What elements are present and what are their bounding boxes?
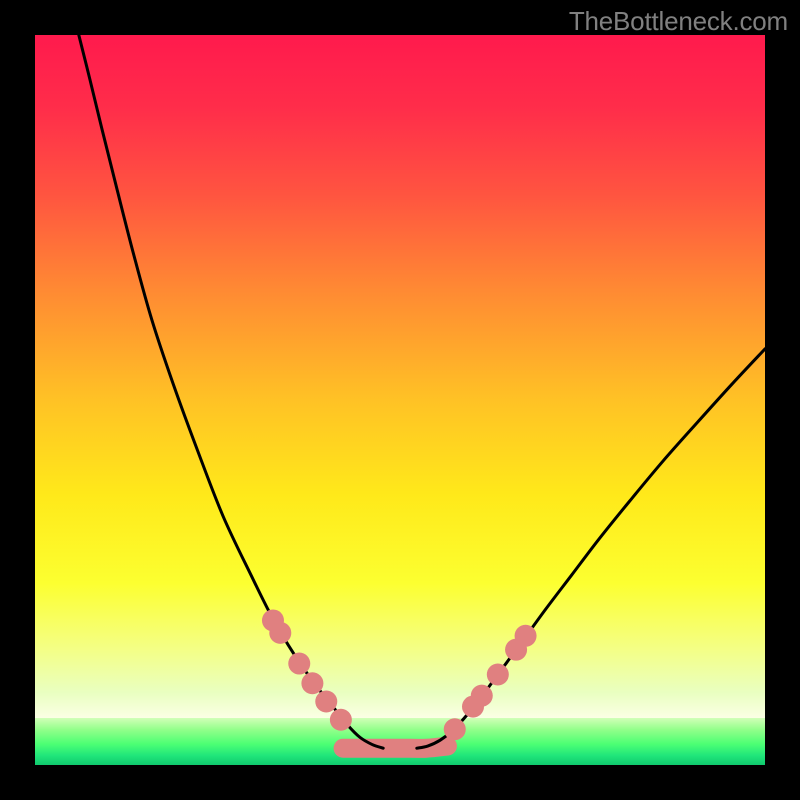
marker-right-5: [515, 625, 537, 647]
plot-area: [35, 35, 765, 765]
curve-layer: [35, 35, 765, 765]
curve-left: [79, 35, 383, 748]
watermark-text: TheBottleneck.com: [569, 6, 788, 37]
marker-right-3: [487, 663, 509, 685]
marker-left-4: [315, 690, 337, 712]
marker-left-2: [288, 653, 310, 675]
marker-left-1: [269, 622, 291, 644]
marker-left-3: [301, 672, 323, 694]
marker-left-5: [330, 709, 352, 731]
floor-segment: [343, 746, 447, 748]
chart-container: { "watermark": "TheBottleneck.com", "plo…: [0, 0, 800, 800]
marker-right-2: [471, 685, 493, 707]
curve-right: [417, 349, 765, 748]
marker-right-0: [444, 718, 466, 740]
